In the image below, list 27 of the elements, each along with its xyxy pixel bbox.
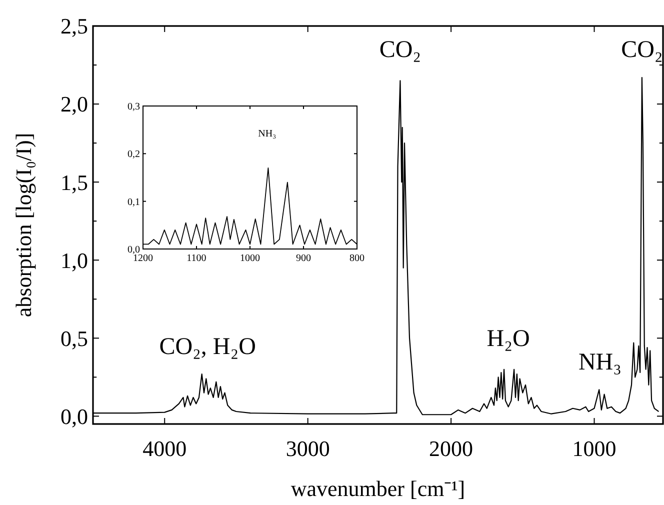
x-tick-label: 1000 xyxy=(240,253,260,264)
x-axis-title: wavenumber [cm⁻¹] xyxy=(290,476,466,501)
y-tick-label: 1,0 xyxy=(60,248,88,273)
x-tick-label: 4000 xyxy=(142,436,187,461)
y-tick-label: 0,2 xyxy=(128,149,140,160)
x-tick-label: 900 xyxy=(296,253,311,264)
annotation: H₂O xyxy=(486,326,530,352)
x-tick-label: 800 xyxy=(350,253,364,264)
annotation: CO₂ xyxy=(621,37,663,64)
y-axis-title: absorption [log(I₀/I)] xyxy=(11,132,36,318)
annotation: NH₃ xyxy=(258,128,276,140)
y-tick-label: 2,5 xyxy=(60,14,88,39)
x-tick-label: 3000 xyxy=(286,436,330,461)
annotation: CO₂ xyxy=(379,37,422,64)
x-tick-label: 1200 xyxy=(133,253,153,264)
y-tick-label: 0,0 xyxy=(60,404,88,429)
y-tick-label: 1,5 xyxy=(60,170,88,195)
x-tick-label: 2000 xyxy=(429,436,474,461)
y-tick-label: 0,0 xyxy=(128,244,140,256)
x-tick-label: 1100 xyxy=(186,253,206,264)
y-tick-label: 0,3 xyxy=(128,102,140,112)
annotation: NH₃ xyxy=(578,349,622,376)
x-tick-label: 1000 xyxy=(572,436,616,461)
y-tick-label: 0,5 xyxy=(60,326,88,351)
y-tick-label: 2,0 xyxy=(60,92,88,117)
annotation: CO₂, H₂O xyxy=(159,334,256,360)
y-tick-label: 0,1 xyxy=(128,196,140,208)
